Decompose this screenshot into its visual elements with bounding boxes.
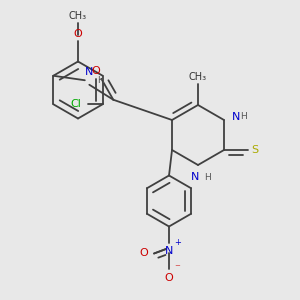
Text: O: O	[165, 273, 173, 283]
Text: N: N	[85, 67, 94, 77]
Text: N: N	[232, 112, 240, 122]
Text: CH₃: CH₃	[69, 11, 87, 21]
Text: S: S	[251, 145, 258, 155]
Text: CH₃: CH₃	[189, 73, 207, 82]
Text: O: O	[91, 66, 100, 76]
Text: +: +	[174, 238, 181, 247]
Text: ⁻: ⁻	[174, 263, 180, 274]
Text: H: H	[241, 112, 247, 122]
Text: N: N	[165, 246, 173, 256]
Text: N: N	[191, 172, 199, 182]
Text: O: O	[74, 29, 82, 39]
Text: H: H	[97, 76, 104, 85]
Text: O: O	[139, 248, 148, 259]
Text: H: H	[204, 172, 211, 182]
Text: Cl: Cl	[71, 99, 82, 109]
